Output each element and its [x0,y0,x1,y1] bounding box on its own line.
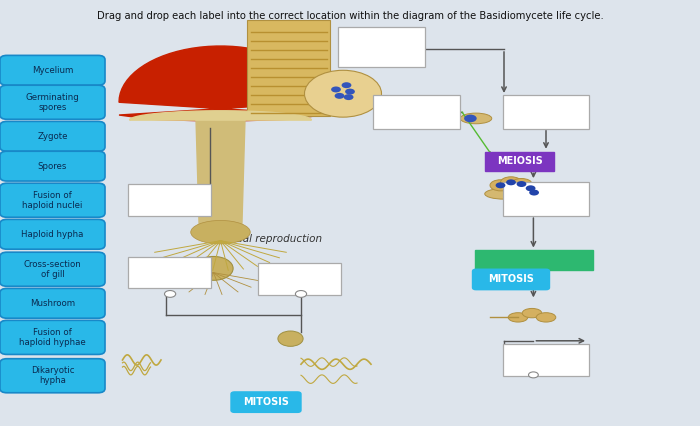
FancyBboxPatch shape [0,183,105,217]
Text: Fusion of
haploid hyphae: Fusion of haploid hyphae [19,328,86,347]
FancyBboxPatch shape [258,263,341,295]
FancyBboxPatch shape [247,20,330,116]
FancyBboxPatch shape [373,95,460,129]
FancyBboxPatch shape [503,344,589,376]
Polygon shape [196,119,245,239]
FancyBboxPatch shape [503,182,589,216]
Ellipse shape [511,178,532,190]
Ellipse shape [520,183,541,194]
FancyBboxPatch shape [0,359,105,393]
FancyBboxPatch shape [0,320,105,354]
Circle shape [304,70,382,117]
Text: Dikaryotic
hypha: Dikaryotic hypha [31,366,74,386]
Circle shape [526,185,536,191]
Ellipse shape [524,187,545,198]
Ellipse shape [484,188,524,199]
Polygon shape [119,46,322,121]
FancyBboxPatch shape [0,121,105,151]
Text: Cross-section
of gill: Cross-section of gill [24,259,81,279]
Circle shape [194,256,233,280]
Circle shape [342,82,351,88]
FancyBboxPatch shape [0,55,105,85]
Text: MEIOSIS: MEIOSIS [497,156,542,167]
Circle shape [506,179,516,185]
Circle shape [529,190,539,196]
Circle shape [164,291,176,297]
FancyBboxPatch shape [0,85,105,119]
Text: Zygote: Zygote [37,132,68,141]
Ellipse shape [461,113,492,124]
Circle shape [528,372,538,378]
Text: MITOSIS: MITOSIS [243,397,289,407]
FancyBboxPatch shape [0,151,105,181]
FancyBboxPatch shape [0,252,105,286]
Circle shape [344,94,354,100]
Ellipse shape [490,180,511,191]
FancyBboxPatch shape [0,288,105,318]
Circle shape [464,115,477,122]
Text: Fusion of
haploid nuclei: Fusion of haploid nuclei [22,190,83,210]
Circle shape [295,291,307,297]
Text: Mushroom: Mushroom [30,299,75,308]
Circle shape [331,86,341,92]
FancyBboxPatch shape [475,250,593,270]
Circle shape [335,93,344,99]
Ellipse shape [190,220,251,244]
Text: Haploid hypha: Haploid hypha [21,230,84,239]
Circle shape [517,181,526,187]
Circle shape [496,182,505,188]
Ellipse shape [522,308,542,318]
FancyBboxPatch shape [0,219,105,249]
Text: Mycelium: Mycelium [32,66,74,75]
Polygon shape [130,111,312,120]
Ellipse shape [500,177,522,188]
FancyBboxPatch shape [473,269,550,290]
Circle shape [345,89,355,95]
Text: Germinating
spores: Germinating spores [26,92,79,112]
FancyBboxPatch shape [338,27,425,67]
Text: MITOSIS: MITOSIS [488,274,534,285]
Ellipse shape [536,313,556,322]
FancyBboxPatch shape [128,184,211,216]
FancyBboxPatch shape [231,392,301,412]
Ellipse shape [508,313,528,322]
Text: Drag and drop each label into the correct location within the diagram of the Bas: Drag and drop each label into the correc… [97,11,603,20]
Text: Spores: Spores [38,161,67,171]
Circle shape [278,331,303,346]
FancyBboxPatch shape [128,257,211,288]
FancyBboxPatch shape [485,152,554,171]
FancyBboxPatch shape [503,95,589,129]
Text: Sexual reproduction: Sexual reproduction [217,233,322,244]
